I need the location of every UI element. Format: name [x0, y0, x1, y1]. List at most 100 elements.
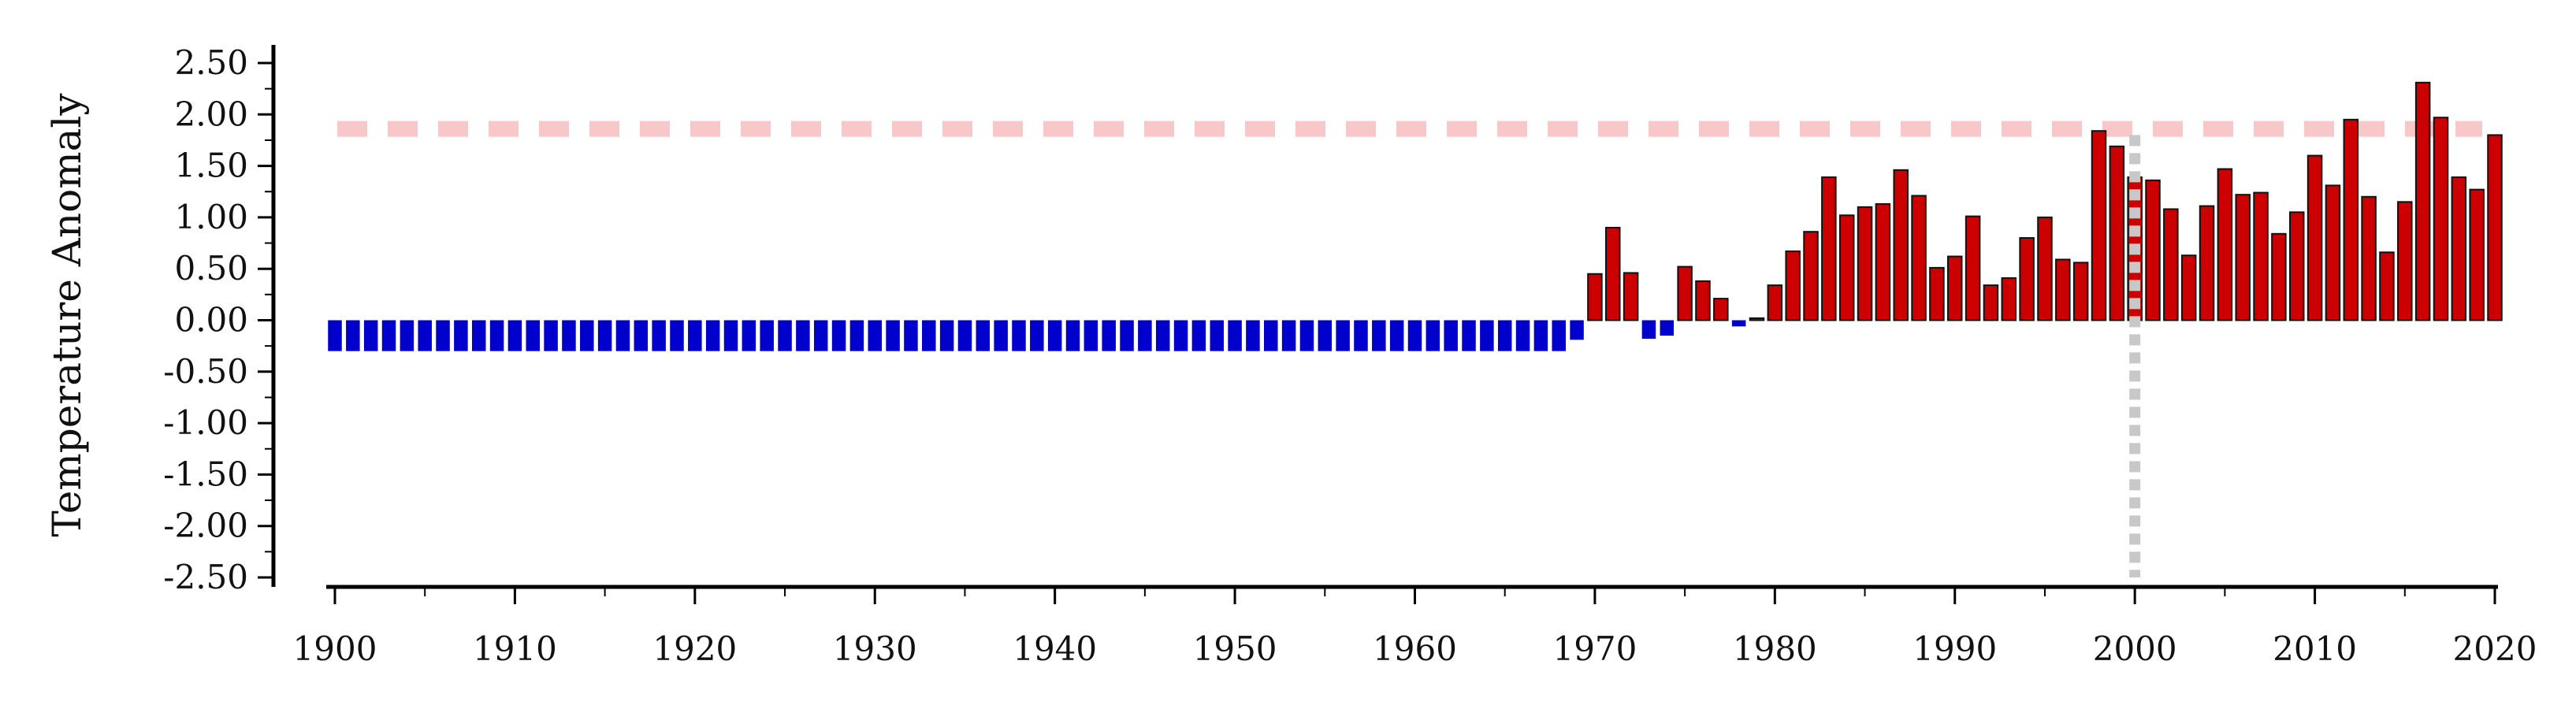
x-tick-label: 2000 — [2093, 629, 2177, 668]
bar-1913 — [562, 320, 576, 351]
bar-1928 — [831, 320, 846, 351]
bar-1957 — [1354, 320, 1368, 351]
bar-1931 — [886, 320, 900, 351]
bar-1927 — [813, 320, 828, 351]
bar-1918 — [652, 320, 666, 351]
bar-1983 — [1821, 176, 1837, 321]
bar-1979 — [1749, 317, 1765, 321]
bar-2005 — [2217, 168, 2233, 321]
bar-1932 — [904, 320, 918, 351]
bar-1937 — [994, 320, 1008, 351]
bar-1907 — [454, 320, 468, 351]
bar-1945 — [1138, 320, 1152, 351]
bar-1955 — [1318, 320, 1333, 351]
bar-1977 — [1713, 298, 1729, 321]
bar-2014 — [2379, 251, 2395, 321]
bar-1924 — [760, 320, 774, 351]
bar-1939 — [1030, 320, 1044, 351]
bar-1965 — [1497, 320, 1512, 351]
bar-1992 — [1983, 284, 1999, 321]
bar-1972 — [1623, 272, 1639, 321]
bar-2003 — [2180, 254, 2197, 321]
bar-2007 — [2253, 191, 2269, 321]
bar-1995 — [2037, 216, 2053, 321]
bar-2012 — [2343, 118, 2359, 321]
bar-1982 — [1803, 231, 1819, 321]
bar-1930 — [868, 320, 882, 351]
bar-1987 — [1893, 169, 1909, 321]
x-tick-label: 1970 — [1552, 629, 1637, 668]
bar-1978 — [1731, 320, 1746, 327]
bar-2011 — [2325, 184, 2341, 321]
bar-1980 — [1767, 284, 1783, 321]
bar-2017 — [2433, 117, 2449, 321]
bar-1933 — [922, 320, 936, 351]
bar-1950 — [1228, 320, 1242, 351]
bar-1961 — [1426, 320, 1440, 351]
x-tick-label: 2020 — [2453, 629, 2537, 668]
bar-1969 — [1570, 320, 1584, 340]
bar-1910 — [507, 320, 522, 351]
bar-1994 — [2019, 237, 2035, 321]
bar-1975 — [1677, 265, 1693, 321]
bar-1935 — [957, 320, 972, 351]
bar-1968 — [1552, 320, 1566, 351]
bar-1970 — [1587, 273, 1603, 321]
bar-1960 — [1407, 320, 1422, 351]
bar-1952 — [1264, 320, 1278, 351]
bar-1989 — [1929, 266, 1945, 321]
bar-1925 — [778, 320, 792, 351]
bar-1922 — [723, 320, 738, 351]
bar-1946 — [1155, 320, 1170, 351]
bar-1986 — [1875, 202, 1891, 321]
bar-2009 — [2288, 211, 2305, 321]
bar-1956 — [1336, 320, 1350, 351]
bar-2002 — [2163, 208, 2179, 321]
bar-1903 — [381, 320, 396, 351]
bar-1902 — [363, 320, 378, 351]
bar-1964 — [1480, 320, 1494, 351]
bar-2016 — [2414, 81, 2431, 321]
bar-1971 — [1605, 226, 1621, 321]
bar-2001 — [2145, 179, 2161, 321]
bar-2010 — [2307, 154, 2323, 321]
bar-1966 — [1515, 320, 1530, 351]
x-tick-label: 1960 — [1373, 629, 1457, 668]
y-tick-label: 0.00 — [174, 301, 248, 340]
y-tick-label: 2.00 — [174, 95, 248, 133]
y-tick-label: -1.50 — [163, 455, 248, 493]
bar-1914 — [580, 320, 594, 351]
bar-1923 — [742, 320, 756, 351]
bar-1967 — [1533, 320, 1548, 351]
bar-1984 — [1838, 214, 1855, 321]
bar-1959 — [1389, 320, 1404, 351]
y-tick-label: 1.00 — [174, 198, 248, 236]
bar-2019 — [2469, 188, 2485, 321]
bar-1943 — [1102, 320, 1116, 351]
bar-2008 — [2271, 232, 2287, 321]
bar-1973 — [1641, 320, 1656, 340]
y-tick-label: -0.50 — [163, 352, 248, 391]
y-tick-label: -2.00 — [163, 507, 248, 545]
bar-1976 — [1695, 280, 1711, 321]
bar-1974 — [1660, 320, 1675, 336]
bar-1912 — [544, 320, 558, 351]
bar-1988 — [1911, 195, 1927, 321]
bar-1941 — [1065, 320, 1080, 351]
bar-1900 — [328, 320, 342, 351]
bar-1904 — [400, 320, 414, 351]
bar-1998 — [2091, 130, 2107, 321]
bar-1919 — [670, 320, 684, 351]
y-ticks: 2.50 2.00 1.50 1.00 0.50 0.00 -0.50 -1.00 -1.50 -… — [163, 43, 273, 596]
bar-2020 — [2487, 134, 2503, 321]
y-tick-label: 1.50 — [174, 147, 248, 185]
bar-1993 — [2001, 277, 2017, 321]
x-tick-label: 2010 — [2273, 629, 2357, 668]
bar-2015 — [2397, 201, 2413, 321]
bar-1962 — [1444, 320, 1458, 351]
bar-2018 — [2451, 176, 2467, 321]
bar-1929 — [849, 320, 864, 351]
bar-1940 — [1047, 320, 1062, 351]
y-tick-label: -1.00 — [163, 403, 248, 442]
bar-2006 — [2235, 194, 2251, 321]
